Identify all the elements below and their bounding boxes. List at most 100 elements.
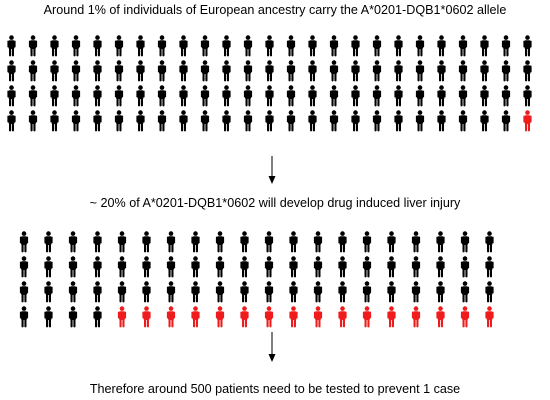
person-icon xyxy=(93,60,102,82)
person-icon xyxy=(50,35,59,57)
person-icon xyxy=(157,60,167,82)
person-icon xyxy=(222,110,231,132)
person-icon xyxy=(437,35,446,57)
person-icon xyxy=(460,231,470,253)
person-icon-highlighted xyxy=(436,306,445,328)
person-icon xyxy=(93,256,102,278)
person-icon xyxy=(19,256,29,278)
person-icon xyxy=(460,281,470,303)
person-icon xyxy=(28,110,38,132)
person-icon xyxy=(351,35,360,57)
person-icon xyxy=(240,256,249,278)
person-icon xyxy=(308,60,317,82)
person-icon xyxy=(362,281,372,303)
person-icon xyxy=(265,110,274,132)
person-icon xyxy=(362,256,372,278)
person-icon xyxy=(411,231,421,253)
person-icon xyxy=(28,35,38,57)
person-icon xyxy=(501,60,511,82)
person-icon xyxy=(179,60,188,82)
caption-top: Around 1% of individuals of European anc… xyxy=(44,3,507,17)
person-icon xyxy=(166,256,176,278)
person-icon xyxy=(68,231,78,253)
person-icon-highlighted xyxy=(166,306,176,328)
person-icon xyxy=(7,85,16,107)
person-icon-highlighted xyxy=(191,306,200,328)
person-icon xyxy=(157,85,167,107)
person-icon xyxy=(436,256,445,278)
person-icon xyxy=(93,231,102,253)
person-icon xyxy=(286,35,296,57)
person-icon xyxy=(28,85,38,107)
person-icon xyxy=(222,35,231,57)
person-icon xyxy=(372,35,382,57)
person-icon xyxy=(286,85,296,107)
person-icon xyxy=(308,85,317,107)
person-icon xyxy=(523,85,532,107)
down-arrow-icon xyxy=(268,332,276,362)
person-icon xyxy=(387,256,396,278)
people-grid-bottom xyxy=(19,231,494,328)
person-icon xyxy=(351,85,360,107)
person-icon xyxy=(501,110,511,132)
person-icon xyxy=(415,85,425,107)
person-icon xyxy=(523,60,532,82)
person-icon-highlighted xyxy=(485,306,494,328)
person-icon xyxy=(117,281,127,303)
person-icon xyxy=(71,60,81,82)
person-icon xyxy=(117,231,127,253)
person-icon xyxy=(50,85,59,107)
person-icon-highlighted xyxy=(289,306,298,328)
person-icon xyxy=(313,231,323,253)
person-icon xyxy=(351,110,360,132)
person-icon xyxy=(351,60,360,82)
person-icon xyxy=(460,256,470,278)
person-icon xyxy=(243,85,253,107)
person-icon xyxy=(264,281,274,303)
person-icon xyxy=(394,60,403,82)
person-icon xyxy=(437,60,446,82)
person-icon xyxy=(338,231,347,253)
person-icon xyxy=(437,110,446,132)
person-icon xyxy=(44,231,53,253)
person-icon xyxy=(136,60,145,82)
person-icon xyxy=(485,281,494,303)
person-icon xyxy=(458,110,468,132)
person-icon-highlighted xyxy=(523,110,532,132)
person-icon xyxy=(338,281,347,303)
person-icon xyxy=(264,231,274,253)
person-icon xyxy=(50,110,59,132)
person-icon xyxy=(329,85,339,107)
person-icon xyxy=(117,256,127,278)
person-icon xyxy=(142,281,151,303)
person-icon xyxy=(362,231,372,253)
person-icon xyxy=(264,256,274,278)
person-icon xyxy=(114,110,124,132)
person-icon xyxy=(394,110,403,132)
person-icon xyxy=(289,231,298,253)
person-icon xyxy=(480,110,489,132)
person-icon xyxy=(200,60,210,82)
person-icon xyxy=(68,306,78,328)
caption-middle: ~ 20% of A*0201-DQB1*0602 will develop d… xyxy=(90,196,461,210)
person-icon xyxy=(501,35,511,57)
person-icon xyxy=(372,110,382,132)
person-icon xyxy=(415,35,425,57)
person-icon xyxy=(372,60,382,82)
person-icon xyxy=(191,281,200,303)
person-icon xyxy=(222,60,231,82)
person-icon xyxy=(387,231,396,253)
person-icon-highlighted xyxy=(142,306,151,328)
person-icon xyxy=(289,256,298,278)
person-icon xyxy=(480,35,489,57)
person-icon xyxy=(286,60,296,82)
person-icon xyxy=(240,281,249,303)
person-icon xyxy=(308,35,317,57)
person-icon xyxy=(191,231,200,253)
person-icon xyxy=(313,281,323,303)
person-icon xyxy=(329,35,339,57)
person-icon xyxy=(265,60,274,82)
person-icon xyxy=(436,231,445,253)
person-icon xyxy=(286,110,296,132)
